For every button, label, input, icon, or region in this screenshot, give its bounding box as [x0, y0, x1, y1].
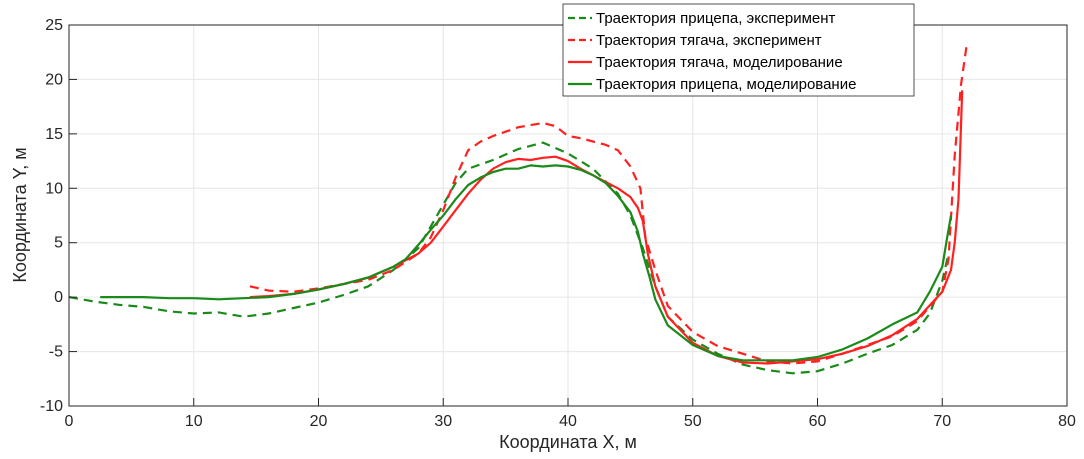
y-tick-label: 5 [54, 235, 63, 252]
legend-label: Траектория прицепа, эксперимент [596, 10, 836, 27]
legend: Траектория прицепа, эксперимент Траектори… [562, 3, 915, 97]
y-tick-label: 25 [45, 17, 63, 34]
y-tick-label: 15 [45, 126, 63, 143]
x-tick-label: 10 [185, 413, 203, 430]
legend-label: Траектория тягача, моделирование [596, 54, 843, 71]
legend-label: Траектория тягача, эксперимент [596, 32, 822, 49]
x-tick-label: 80 [1058, 413, 1076, 430]
y-tick-label: -5 [49, 344, 63, 361]
x-tick-label: 50 [684, 413, 702, 430]
x-tick-label: 60 [809, 413, 827, 430]
y-axis-label: Координата Y, м [10, 147, 30, 282]
axis-ticks: 0 10 20 30 40 50 60 70 80 -10 -5 0 5 10 15 20 25 [40, 17, 1076, 430]
legend-label: Траектория прицепа, моделирование [596, 76, 856, 93]
x-tick-label: 30 [434, 413, 452, 430]
x-tick-label: 0 [65, 413, 74, 430]
y-tick-label: 0 [54, 289, 63, 306]
x-tick-label: 70 [933, 413, 951, 430]
x-axis-label: Координата X, м [499, 432, 637, 452]
legend-box [562, 3, 915, 97]
y-tick-label: 20 [45, 71, 63, 88]
series-line-1 [68, 141, 950, 375]
series-line-4 [100, 164, 953, 362]
y-tick-label: -10 [40, 398, 63, 415]
series-layer [68, 41, 969, 375]
y-tick-label: 10 [45, 180, 63, 197]
x-tick-label: 20 [310, 413, 328, 430]
x-tick-label: 40 [559, 413, 577, 430]
